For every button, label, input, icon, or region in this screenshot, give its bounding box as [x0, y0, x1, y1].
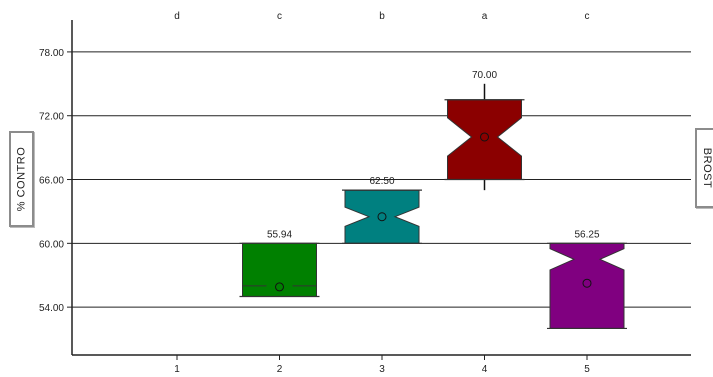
group-letter: c: [277, 11, 282, 22]
x-tick-label: 3: [379, 364, 385, 375]
y-tick-label: 60.00: [39, 239, 64, 250]
y-tick-label: 54.00: [39, 303, 64, 314]
box-2: 55.94: [239, 229, 320, 298]
mean-marker: [377, 212, 387, 222]
mean-marker: [582, 278, 592, 288]
x-tick-label: 1: [174, 364, 180, 375]
group-letter: c: [585, 11, 590, 22]
data-label: 70.00: [472, 70, 497, 81]
secondary-axis-label: BROST: [701, 147, 713, 189]
x-tick-label: 5: [584, 364, 590, 375]
x-axis-ticks: 1 2 3 4 5: [174, 355, 590, 375]
y-axis-label: % CONTRO: [15, 146, 28, 212]
y-axis-ticks: 54.00 60.00 66.00 72.00 78.00: [39, 48, 72, 314]
group-letter: d: [174, 11, 180, 22]
data-label: 56.25: [574, 229, 599, 240]
secondary-axis-label-box: BROST: [695, 128, 713, 208]
y-axis-label-box: % CONTRO: [9, 131, 34, 227]
box-body: [447, 99, 522, 180]
data-label: 62.50: [369, 176, 394, 187]
group-letter: b: [379, 11, 385, 22]
group-letter: a: [482, 11, 488, 22]
boxes: 55.94 62.50 70.00 56.25: [239, 70, 627, 330]
box-3: 62.50: [342, 176, 422, 244]
box-body: [242, 242, 317, 297]
x-tick-label: 2: [277, 364, 283, 375]
y-tick-label: 66.00: [39, 176, 64, 187]
x-tick-label: 4: [482, 364, 488, 375]
data-label: 55.94: [267, 229, 292, 240]
mean-marker: [480, 132, 489, 142]
box-body: [344, 189, 420, 244]
y-tick-label: 78.00: [39, 48, 64, 59]
box-4: 70.00: [444, 70, 525, 191]
box-5: 56.25: [547, 229, 627, 330]
mean-marker: [275, 282, 284, 292]
y-tick-label: 72.00: [39, 112, 64, 123]
box-body: [549, 242, 625, 329]
